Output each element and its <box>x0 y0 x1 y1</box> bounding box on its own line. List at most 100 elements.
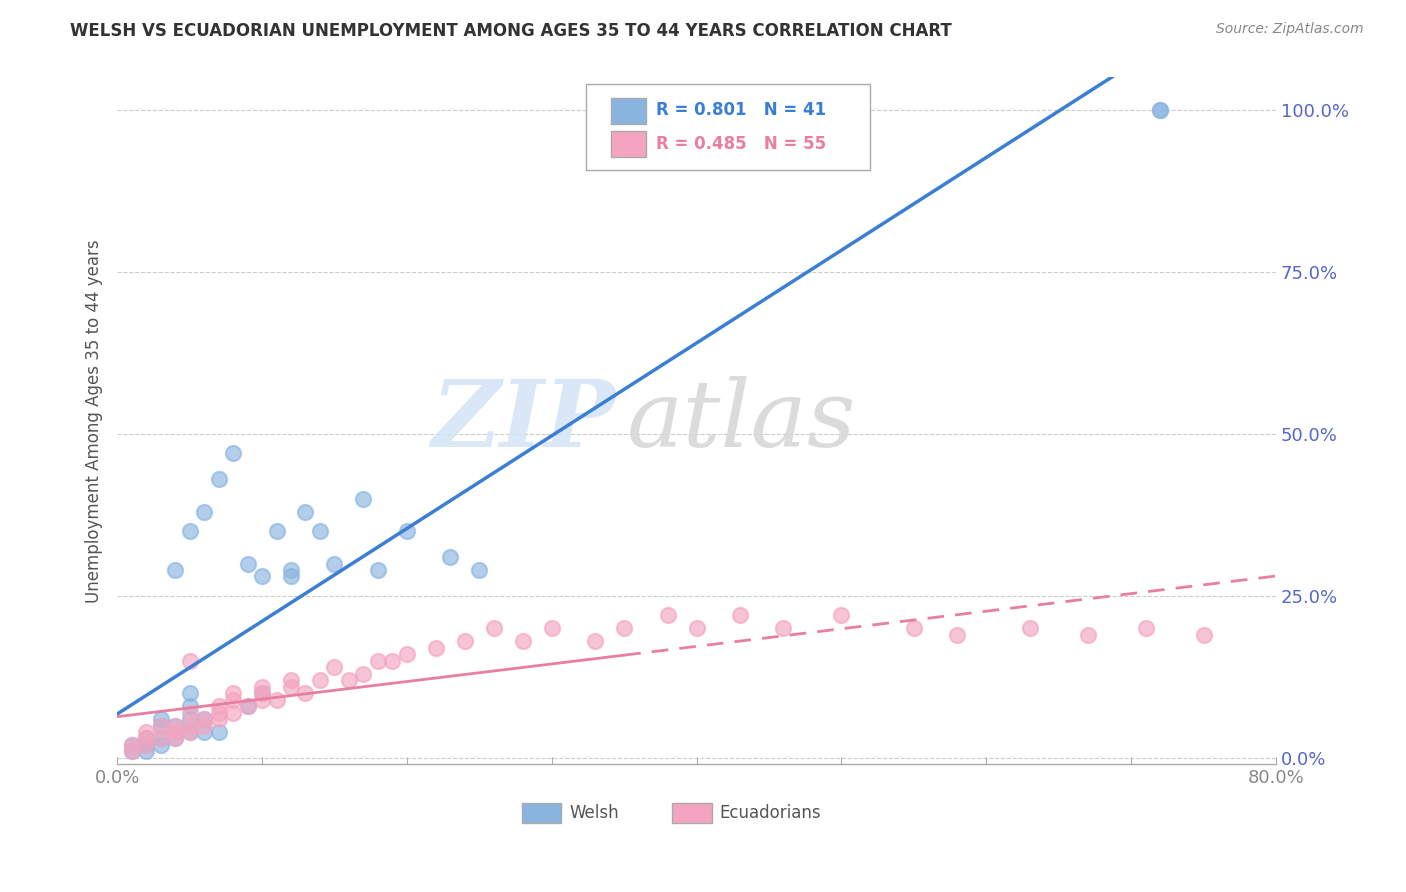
Text: Source: ZipAtlas.com: Source: ZipAtlas.com <box>1216 22 1364 37</box>
Text: WELSH VS ECUADORIAN UNEMPLOYMENT AMONG AGES 35 TO 44 YEARS CORRELATION CHART: WELSH VS ECUADORIAN UNEMPLOYMENT AMONG A… <box>70 22 952 40</box>
Point <box>657 608 679 623</box>
Point <box>280 680 302 694</box>
Point <box>135 738 157 752</box>
Point <box>207 472 229 486</box>
Point <box>165 563 187 577</box>
Point <box>179 712 201 726</box>
Point <box>149 738 172 752</box>
Point <box>193 712 215 726</box>
Point <box>1018 621 1040 635</box>
Point <box>454 634 477 648</box>
Point <box>613 621 636 635</box>
Point <box>439 549 461 564</box>
Point <box>685 621 707 635</box>
Point <box>179 686 201 700</box>
Point <box>222 706 245 720</box>
Point <box>309 673 332 688</box>
Point <box>149 731 172 746</box>
Point <box>121 744 143 758</box>
Point <box>179 654 201 668</box>
Point <box>165 718 187 732</box>
Point <box>135 744 157 758</box>
Point <box>1149 103 1171 117</box>
Point <box>121 744 143 758</box>
Point <box>266 524 288 538</box>
Point <box>337 673 360 688</box>
Point <box>1135 621 1157 635</box>
Point <box>193 718 215 732</box>
Point <box>135 738 157 752</box>
Point <box>367 654 389 668</box>
Point <box>903 621 925 635</box>
Text: Ecuadorians: Ecuadorians <box>720 805 821 822</box>
FancyBboxPatch shape <box>522 803 561 823</box>
Point <box>222 686 245 700</box>
Point <box>772 621 794 635</box>
Point <box>179 725 201 739</box>
Point <box>149 712 172 726</box>
Point <box>294 686 316 700</box>
FancyBboxPatch shape <box>586 85 870 170</box>
Point <box>512 634 534 648</box>
Point <box>193 712 215 726</box>
Point <box>583 634 606 648</box>
FancyBboxPatch shape <box>672 803 711 823</box>
Point <box>121 738 143 752</box>
Point <box>280 569 302 583</box>
Point <box>367 563 389 577</box>
Point <box>250 686 273 700</box>
Point <box>728 608 751 623</box>
Point <box>207 712 229 726</box>
Point <box>222 446 245 460</box>
Point <box>381 654 404 668</box>
Point <box>352 666 374 681</box>
Point <box>165 718 187 732</box>
Point <box>165 731 187 746</box>
Point <box>236 699 259 714</box>
Point <box>193 505 215 519</box>
Point <box>121 738 143 752</box>
Y-axis label: Unemployment Among Ages 35 to 44 years: Unemployment Among Ages 35 to 44 years <box>86 239 103 603</box>
Text: atlas: atlas <box>627 376 856 466</box>
Point <box>250 569 273 583</box>
Point <box>179 524 201 538</box>
Point <box>294 505 316 519</box>
Point <box>482 621 505 635</box>
Point <box>207 725 229 739</box>
Point <box>425 640 447 655</box>
Point <box>135 725 157 739</box>
Point <box>179 718 201 732</box>
Point <box>179 706 201 720</box>
Point <box>266 692 288 706</box>
Point <box>135 731 157 746</box>
Point <box>135 731 157 746</box>
Point <box>280 673 302 688</box>
Point <box>236 699 259 714</box>
Point <box>352 491 374 506</box>
Point <box>165 725 187 739</box>
Point <box>149 718 172 732</box>
Point <box>323 660 346 674</box>
Point <box>309 524 332 538</box>
Point <box>830 608 852 623</box>
Point <box>1077 628 1099 642</box>
Point <box>222 692 245 706</box>
Point <box>179 725 201 739</box>
Text: R = 0.801   N = 41: R = 0.801 N = 41 <box>657 102 827 120</box>
Text: ZIP: ZIP <box>432 376 616 466</box>
Point <box>1149 103 1171 117</box>
Point <box>468 563 491 577</box>
FancyBboxPatch shape <box>610 131 645 157</box>
Point <box>250 692 273 706</box>
Point <box>540 621 562 635</box>
Point <box>250 686 273 700</box>
Point <box>395 647 418 661</box>
Point <box>250 680 273 694</box>
Point <box>207 699 229 714</box>
Text: Welsh: Welsh <box>569 805 619 822</box>
Point <box>280 563 302 577</box>
Point <box>946 628 969 642</box>
Point <box>179 699 201 714</box>
Point <box>207 706 229 720</box>
Text: R = 0.485   N = 55: R = 0.485 N = 55 <box>657 135 827 153</box>
